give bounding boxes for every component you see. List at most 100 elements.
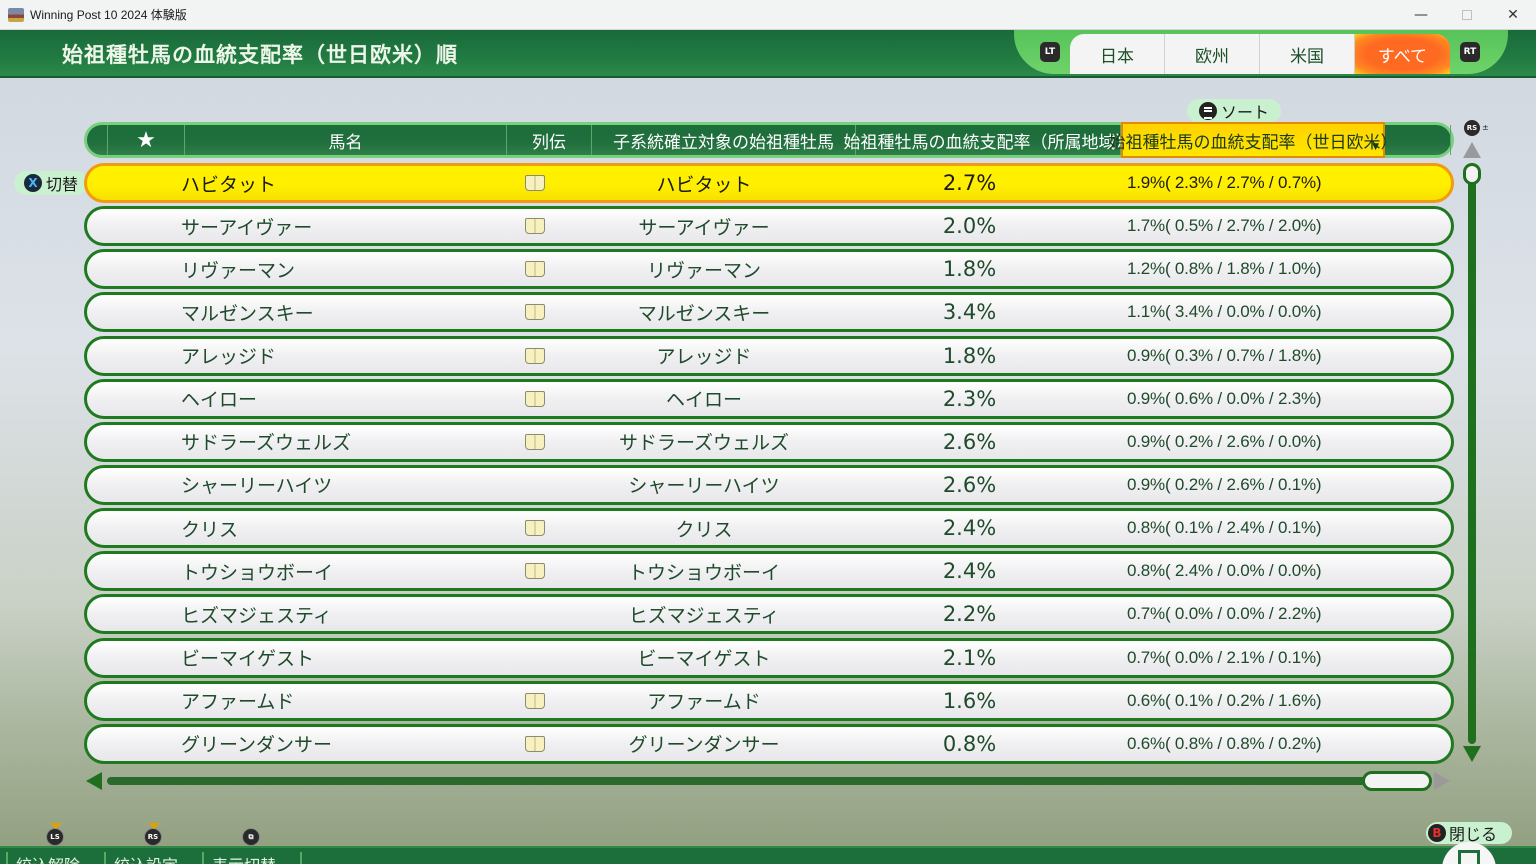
scroll-up-arrow-icon[interactable] [1463,142,1481,158]
sort-button[interactable]: ソート [1187,99,1281,123]
horse-name: クリス [181,518,239,541]
world-rate: 1.7%( 0.5% / 2.7% / 2.0%) [1127,216,1322,236]
close-window-button[interactable]: ✕ [1490,0,1536,30]
horse-name: シャーリーハイツ [181,475,333,498]
legend-book-icon[interactable] [523,339,547,373]
legend-book-icon[interactable] [523,727,547,761]
legend-book-icon[interactable] [523,252,547,286]
rs-scroll-hint: RS ± [1464,120,1489,136]
filter-settings-button[interactable]: 絞込設定 [104,852,202,864]
table-row[interactable]: マルゼンスキー マルゼンスキー 3.4% 1.1%( 3.4% / 0.0% /… [84,292,1454,333]
table-row[interactable]: ハビタット ハビタット 2.7% 1.9%( 2.3% / 2.7% / 0.7… [84,163,1454,203]
founding-sire: シャーリーハイツ [628,475,780,498]
legend-book-icon[interactable] [523,382,547,416]
table-row[interactable]: ビーマイゲスト ビーマイゲスト 2.1% 0.7%( 0.0% / 2.1% /… [84,637,1454,678]
world-rate: 0.7%( 0.0% / 2.1% / 0.1%) [1127,647,1322,667]
region-tab-bar: LT 日本 欧州 米国 すべて RT [1014,30,1508,74]
legend-book-icon[interactable] [523,209,547,243]
regional-rate: 3.4% [942,300,997,325]
scroll-updown-icon: ± [1482,123,1489,132]
horse-name: マルゼンスキー [181,302,314,325]
clear-filter-button[interactable]: 絞込解除 [6,852,104,864]
world-rate: 0.6%( 0.1% / 0.2% / 1.6%) [1127,690,1322,710]
founding-sire: ハビタット [656,173,752,196]
column-header-founding-sire[interactable]: 子系統確立対象の始祖種牡馬 [592,125,856,155]
region-tabs: 日本 欧州 米国 すべて [1070,34,1450,74]
column-header-favorite[interactable]: ★ [107,125,185,155]
table-row[interactable]: ヒズマジェスティ ヒズマジェスティ 2.2% 0.7%( 0.0% / 0.0%… [84,594,1454,635]
horizontal-scrollbar[interactable] [107,777,1367,785]
minimize-button[interactable]: — [1398,0,1444,30]
legend-book-icon[interactable] [523,511,547,545]
maximize-icon [1462,10,1472,20]
x-button-icon: X [24,174,42,192]
table-row[interactable]: グリーンダンサー グリーンダンサー 0.8% 0.6%( 0.8% / 0.8%… [84,723,1454,764]
window-titlebar: Winning Post 10 2024 体験版 — ✕ [0,0,1536,30]
tab-all[interactable]: すべて [1355,34,1450,74]
switch-label: 切替 [46,175,79,194]
tab-japan[interactable]: 日本 [1070,34,1165,74]
page-title: 始祖種牡馬の血統支配率（世日欧米）順 [62,43,458,67]
world-rate: 0.6%( 0.8% / 0.8% / 0.2%) [1127,733,1322,753]
lt-button-icon[interactable]: LT [1040,42,1060,62]
regional-rate: 2.6% [942,472,997,497]
founding-sire: トウショウボーイ [627,561,780,584]
toggle-display-button[interactable]: 表示切替 [202,852,302,864]
minimize-icon: — [1414,7,1428,23]
horizontal-scroll-thumb[interactable] [1362,771,1432,791]
founding-sire: サーアイヴァー [638,216,770,239]
world-rate: 1.1%( 3.4% / 0.0% / 0.0%) [1127,302,1322,322]
world-rate: 0.9%( 0.2% / 2.6% / 0.1%) [1127,474,1322,494]
vertical-scrollbar[interactable] [1468,178,1476,744]
footer-bar: 絞込解除 絞込設定 表示切替 [0,846,1536,864]
table-row[interactable]: サーアイヴァー サーアイヴァー 2.0% 1.7%( 0.5% / 2.7% /… [84,206,1454,247]
table-header: ★ 馬名 列伝 子系統確立対象の始祖種牡馬 始祖種牡馬の血統支配率（所属地域） … [84,122,1454,158]
world-rate: 0.7%( 0.0% / 0.0% / 2.2%) [1127,604,1322,624]
table-row[interactable]: リヴァーマン リヴァーマン 1.8% 1.2%( 0.8% / 1.8% / 1… [84,249,1454,290]
scroll-down-arrow-icon[interactable] [1463,746,1481,762]
founding-sire: アファームド [647,691,761,714]
app-icon [8,7,24,22]
scroll-left-arrow-icon[interactable] [86,772,102,790]
regional-rate: 2.7% [942,171,997,195]
world-rate: 0.8%( 0.1% / 2.4% / 0.1%) [1127,518,1322,538]
legend-book-icon[interactable] [523,166,547,200]
table-row[interactable]: トウショウボーイ トウショウボーイ 2.4% 0.8%( 2.4% / 0.0%… [84,551,1454,592]
legend-book-icon[interactable] [523,425,547,459]
switch-button[interactable]: X 切替 [14,171,88,195]
table-row[interactable]: シャーリーハイツ シャーリーハイツ 2.6% 0.9%( 0.2% / 2.6%… [84,464,1454,505]
regional-rate: 1.8% [942,343,997,368]
column-header-horse-name[interactable]: 馬名 [185,125,507,155]
window-title: Winning Post 10 2024 体験版 [30,8,187,22]
horse-name: ハビタット [181,173,277,196]
regional-rate: 2.3% [942,386,997,411]
scroll-right-arrow-icon[interactable] [1434,772,1450,790]
column-header-legend[interactable]: 列伝 [507,125,592,155]
maximize-button[interactable] [1444,0,1490,30]
tab-usa[interactable]: 米国 [1260,34,1355,74]
founding-sire: ビーマイゲスト [637,648,771,671]
column-header-world-rate[interactable]: 始祖種牡馬の血統支配率（世日欧米） ▼ [1109,122,1398,158]
horse-name: アファームド [181,691,295,714]
table-row[interactable]: クリス クリス 2.4% 0.8%( 0.1% / 2.4% / 0.1%) [84,508,1454,549]
horse-name: リヴァーマン [181,259,296,282]
close-button[interactable]: B 閉じる [1426,822,1512,844]
legend-book-icon[interactable] [523,295,547,329]
rt-button-icon[interactable]: RT [1460,42,1480,62]
table-row[interactable]: アレッジド アレッジド 1.8% 0.9%( 0.3% / 0.7% / 1.8… [84,335,1454,376]
table-row[interactable]: アファームド アファームド 1.6% 0.6%( 0.1% / 0.2% / 1… [84,680,1454,721]
back-icon[interactable] [1442,842,1496,864]
vertical-scroll-thumb[interactable] [1463,163,1481,185]
sort-descending-icon: ▼ [1372,142,1379,152]
column-header-regional-rate[interactable]: 始祖種牡馬の血統支配率（所属地域） [844,125,1133,155]
legend-book-icon[interactable] [523,554,547,588]
regional-rate: 2.6% [942,429,997,454]
table-row[interactable]: サドラーズウェルズ サドラーズウェルズ 2.6% 0.9%( 0.2% / 2.… [84,421,1454,462]
world-rate: 0.9%( 0.3% / 0.7% / 1.8%) [1127,345,1322,365]
horse-name: ビーマイゲスト [181,648,315,671]
table-row[interactable]: ヘイロー ヘイロー 2.3% 0.9%( 0.6% / 0.0% / 2.3%) [84,378,1454,419]
founding-sire: グリーンダンサー [628,734,780,757]
rs-button-icon: RS [144,823,162,846]
tab-europe[interactable]: 欧州 [1165,34,1260,74]
legend-book-icon[interactable] [523,684,547,718]
